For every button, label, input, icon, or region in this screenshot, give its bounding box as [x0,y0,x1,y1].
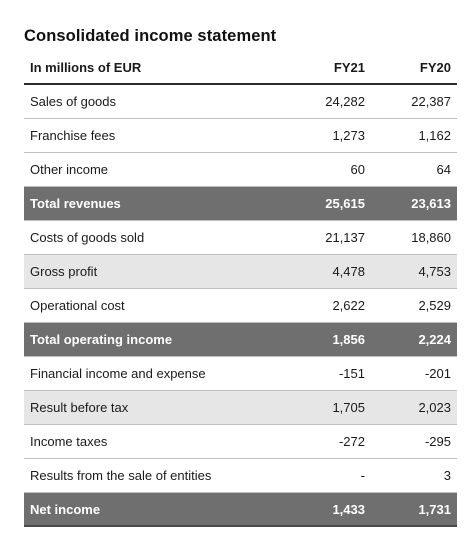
income-statement-table: In millions of EUR FY21 FY20 Sales of go… [24,52,457,527]
row-value-fy20: 64 [436,162,451,177]
table-row: Gross profit 4,478 4,753 [24,255,457,289]
table-row-total: Total operating income 1,856 2,224 [24,323,457,357]
table-row: Result before tax 1,705 2,023 [24,391,457,425]
table-row: Franchise fees 1,273 1,162 [24,119,457,153]
row-label: Sales of goods [30,94,117,109]
row-label: Total operating income [30,332,173,347]
row-value-fy20: 2,023 [418,400,451,415]
row-value-fy20: -201 [424,366,451,381]
row-value-fy20: -295 [424,434,451,449]
row-value-fy21: 1,433 [332,501,365,517]
table-row: Results from the sale of entities - 3 [24,459,457,493]
row-value-fy21: 1,273 [332,128,365,143]
row-value-fy21: 1,856 [332,332,365,347]
row-label: Franchise fees [30,128,116,143]
row-label: Operational cost [30,298,125,313]
row-value-fy21: 4,478 [332,264,365,279]
header-label: In millions of EUR [30,60,142,75]
row-value-fy20: 22,387 [411,94,451,109]
row-value-fy20: 23,613 [411,196,451,211]
row-value-fy21: 2,622 [332,298,365,313]
table-row-total: Total revenues 25,615 23,613 [24,187,457,221]
row-value-fy20: 1,731 [418,501,451,517]
row-label: Net income [30,501,101,517]
row-label: Result before tax [30,400,129,415]
row-value-fy21: 21,137 [325,230,365,245]
row-value-fy20: 3 [443,468,451,483]
table-row: Costs of goods sold 21,137 18,860 [24,221,457,255]
table-row: Other income 60 64 [24,153,457,187]
header-fy21: FY21 [333,60,365,75]
row-value-fy21: - [360,468,365,483]
row-label: Total revenues [30,196,121,211]
row-label: Gross profit [30,264,98,279]
row-label: Financial income and expense [30,366,206,381]
row-value-fy20: 2,224 [418,332,451,347]
row-value-fy21: -151 [338,366,365,381]
row-value-fy21: 24,282 [325,94,365,109]
table-row: Financial income and expense -151 -201 [24,357,457,391]
table-row: Operational cost 2,622 2,529 [24,289,457,323]
table-row: Sales of goods 24,282 22,387 [24,85,457,119]
row-value-fy20: 4,753 [418,264,451,279]
row-label: Results from the sale of entities [30,468,212,483]
row-value-fy21: 60 [350,162,365,177]
row-value-fy21: 25,615 [325,196,365,211]
row-value-fy20: 1,162 [418,128,451,143]
page-title: Consolidated income statement [24,27,277,45]
header-fy20: FY20 [419,60,451,75]
row-value-fy21: 1,705 [332,400,365,415]
row-label: Other income [30,162,109,177]
table-row: Income taxes -272 -295 [24,425,457,459]
table-row-total: Net income 1,433 1,731 [24,493,457,527]
row-label: Income taxes [30,434,108,449]
row-label: Costs of goods sold [30,230,145,245]
table-header-row: In millions of EUR FY21 FY20 [24,52,457,85]
row-value-fy20: 18,860 [411,230,451,245]
row-value-fy20: 2,529 [418,298,451,313]
row-value-fy21: -272 [338,434,365,449]
